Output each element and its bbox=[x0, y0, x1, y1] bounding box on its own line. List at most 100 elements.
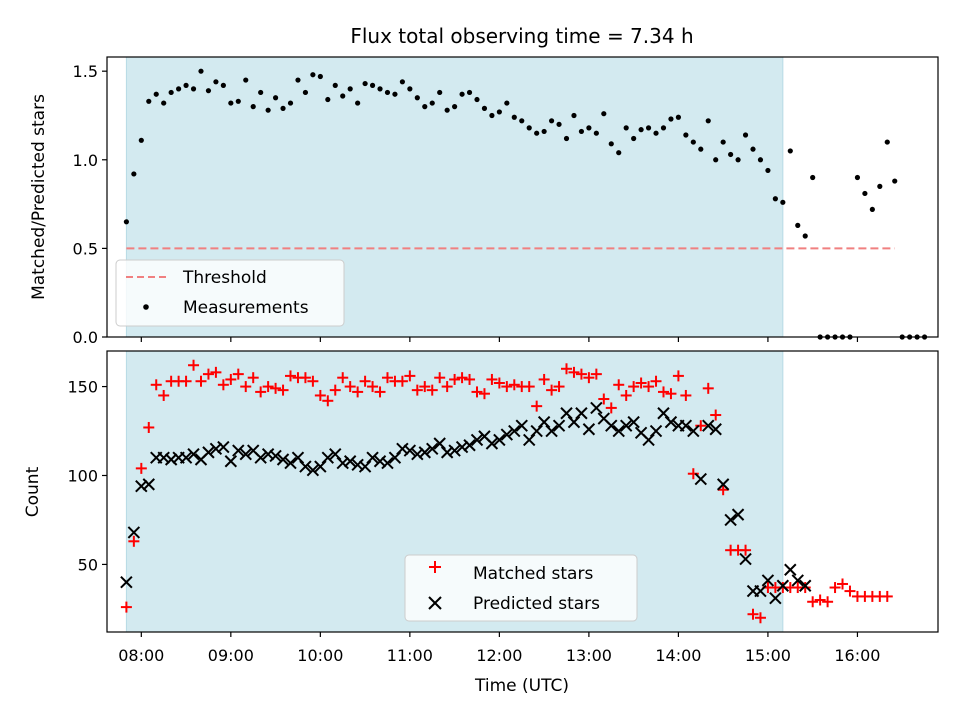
predicted-point bbox=[724, 513, 737, 527]
measurement-point bbox=[377, 86, 383, 92]
measurement-point bbox=[459, 91, 465, 97]
top-plot-frame bbox=[106, 56, 939, 338]
matched-point bbox=[822, 596, 834, 608]
x-tick-label: 16:00 bbox=[834, 646, 880, 665]
measurement-point bbox=[280, 105, 286, 111]
matched-point bbox=[419, 381, 431, 393]
measurement-point bbox=[660, 125, 667, 131]
measurement-point bbox=[802, 233, 808, 239]
matched-point bbox=[374, 386, 386, 398]
matched-point bbox=[150, 379, 162, 391]
predicted-point bbox=[202, 446, 215, 459]
matched-point bbox=[158, 389, 170, 401]
predicted-point bbox=[455, 440, 469, 454]
predicted-point bbox=[411, 447, 424, 461]
measurement-point bbox=[556, 121, 562, 127]
matched-point bbox=[120, 601, 132, 613]
measurement-point bbox=[787, 148, 793, 154]
measurement-point bbox=[683, 132, 689, 138]
bottom-plot-frame bbox=[106, 350, 939, 633]
measurement-point bbox=[571, 112, 577, 119]
y-tick-label: 0.0 bbox=[73, 328, 98, 347]
measurement-point bbox=[713, 157, 719, 163]
y-tick-label: 150 bbox=[67, 378, 98, 397]
panel-top: 0.0 0.5 1.0 1.5 Matched/Predicted stars Thr… bbox=[29, 56, 939, 347]
predicted-point bbox=[523, 433, 536, 447]
predicted-point bbox=[515, 419, 528, 432]
measurement-point bbox=[481, 105, 488, 111]
matched-point bbox=[255, 386, 267, 398]
measurement-point bbox=[750, 146, 756, 152]
matched-point bbox=[665, 388, 677, 400]
measurement-point bbox=[466, 89, 473, 96]
measurement-point bbox=[541, 128, 547, 135]
predicted-point bbox=[351, 458, 364, 472]
matched-point bbox=[478, 388, 490, 400]
measurement-point bbox=[511, 114, 517, 120]
measurement-point bbox=[720, 139, 726, 145]
measurement-point bbox=[235, 98, 241, 104]
measurement-point bbox=[526, 125, 532, 131]
matched-point bbox=[672, 370, 684, 382]
measurement-point bbox=[705, 118, 711, 124]
predicted-point bbox=[664, 415, 678, 429]
matched-point bbox=[561, 363, 573, 375]
x-axis-label: Time (UTC) bbox=[474, 676, 569, 696]
measurement-point bbox=[176, 86, 182, 92]
matched-point bbox=[635, 377, 647, 389]
predicted-point bbox=[552, 419, 566, 432]
predicted-point bbox=[485, 437, 499, 450]
predicted-point bbox=[396, 442, 409, 456]
predicted-point bbox=[164, 453, 178, 466]
measurement-point bbox=[258, 89, 264, 96]
matched-point bbox=[329, 384, 341, 396]
measurement-point bbox=[161, 100, 167, 106]
measurement-point bbox=[295, 77, 301, 83]
predicted-point bbox=[433, 437, 446, 450]
predicted-point bbox=[448, 444, 461, 457]
matched-point bbox=[426, 384, 438, 396]
measurement-point bbox=[489, 112, 495, 119]
measurement-point bbox=[810, 174, 816, 181]
x-tick-label: 13:00 bbox=[566, 646, 612, 665]
predicted-point bbox=[388, 451, 402, 464]
matched-point bbox=[628, 381, 640, 393]
predicted-point bbox=[306, 463, 320, 477]
measurement-point bbox=[578, 128, 585, 135]
predicted-point bbox=[761, 574, 775, 587]
measurement-point bbox=[593, 130, 599, 136]
measurement-point bbox=[362, 80, 368, 87]
measurement-point bbox=[608, 141, 614, 147]
predicted-point bbox=[381, 456, 394, 470]
matched-point bbox=[352, 386, 364, 398]
measurement-point bbox=[347, 86, 353, 92]
predicted-point bbox=[500, 428, 514, 441]
measurement-point bbox=[310, 72, 316, 78]
measurement-point bbox=[168, 89, 174, 96]
matched-point bbox=[404, 370, 416, 382]
predicted-point bbox=[179, 451, 193, 464]
matched-point bbox=[837, 578, 849, 590]
legend-measurements-label: Measurements bbox=[183, 298, 309, 318]
measurement-point bbox=[563, 135, 570, 142]
predicted-point bbox=[567, 415, 581, 429]
measurement-point bbox=[877, 183, 883, 189]
predicted-point bbox=[545, 424, 558, 438]
matched-point bbox=[314, 389, 326, 401]
matched-point bbox=[232, 368, 244, 380]
predicted-point bbox=[418, 446, 431, 459]
matched-point bbox=[650, 375, 662, 387]
legend-predicted-label: Predicted stars bbox=[473, 594, 600, 614]
predicted-point bbox=[709, 423, 722, 436]
measurement-point bbox=[123, 219, 129, 225]
matched-point bbox=[657, 386, 669, 398]
predicted-point bbox=[291, 451, 305, 464]
matched-point bbox=[531, 400, 543, 412]
predicted-point bbox=[440, 446, 454, 459]
matched-point bbox=[575, 368, 587, 380]
measurement-point bbox=[317, 73, 323, 80]
bottom-legend: Matched stars Predicted stars bbox=[404, 554, 638, 622]
matched-point bbox=[680, 389, 692, 401]
predicted-point bbox=[769, 592, 782, 605]
chart-title: Flux total observing time = 7.34 h bbox=[350, 24, 693, 48]
